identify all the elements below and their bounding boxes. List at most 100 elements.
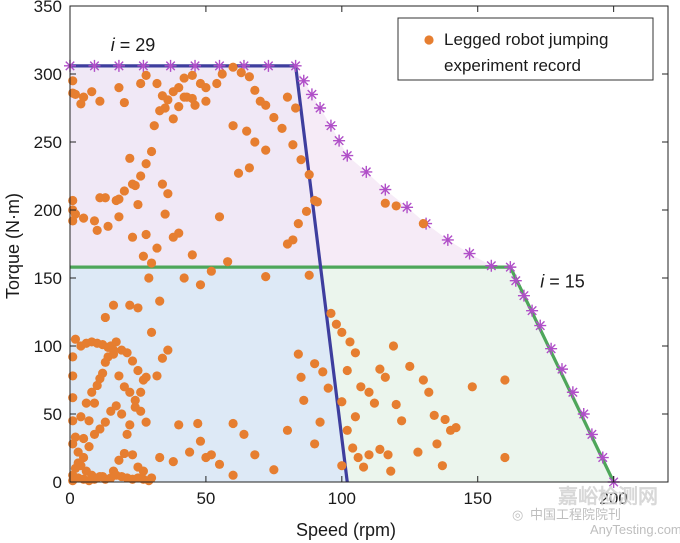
data-point-151 [87,387,97,397]
envelope-star-23 [504,261,517,274]
data-point-229 [467,382,477,392]
data-point-10 [141,70,151,80]
data-point-101 [146,327,157,337]
x-tick-label-100: 100 [328,489,356,508]
data-point-4 [87,87,97,97]
data-point-65 [89,216,100,226]
data-point-190 [174,420,184,430]
data-point-210 [386,466,396,476]
data-point-199 [296,372,306,382]
envelope-star-17 [379,183,392,196]
data-point-64 [95,193,105,203]
data-point-153 [98,368,108,378]
data-point-31 [282,92,293,102]
data-point-8 [119,97,129,108]
data-point-187 [138,466,148,476]
data-point-72 [103,221,113,231]
x-tick-label-0: 0 [65,489,74,508]
data-point-105 [152,371,162,381]
watermark-logo-icon: ◎ [512,507,523,522]
data-point-145 [127,356,138,366]
overlap-region [70,267,348,482]
data-point-247 [228,470,238,480]
data-point-227 [440,414,450,425]
data-point-150 [81,398,91,408]
data-point-228 [451,423,461,433]
data-point-43 [250,137,260,147]
data-point-180 [100,417,110,427]
envelope-star-29 [555,363,568,376]
data-point-225 [437,461,447,471]
data-point-212 [331,319,341,329]
data-point-27 [250,85,260,95]
data-point-236 [418,219,428,229]
data-point-239 [356,382,366,392]
data-point-217 [375,364,385,374]
scatter-points [68,62,510,486]
data-point-177 [84,442,94,452]
data-point-44 [261,145,271,155]
data-point-215 [350,348,361,358]
annotation-1: i = 15 [540,272,585,292]
legend-label-line2: experiment record [444,56,581,75]
data-point-242 [310,439,320,449]
envelope-star-10 [297,74,310,87]
envelope-star-12 [314,102,327,114]
envelope-star-3 [137,59,150,72]
envelope-star-15 [341,149,354,162]
data-point-26 [244,72,254,82]
y-tick-label-200: 200 [34,201,62,220]
data-point-42 [242,126,252,136]
data-point-86 [138,251,148,261]
data-point-191 [193,418,203,429]
envelope-star-13 [324,119,337,132]
data-point-107 [136,387,146,397]
watermark-url: AnyTesting.com [590,522,680,537]
legend-label-line1: Legged robot jumping [444,30,608,49]
data-point-38 [179,92,189,102]
data-point-214 [345,337,355,347]
data-point-156 [114,371,124,381]
data-point-83 [141,159,151,169]
data-point-188 [146,473,157,483]
envelope-star-28 [545,342,558,355]
x-axis-title: Speed (rpm) [296,520,396,540]
data-point-202 [323,383,333,393]
data-point-183 [117,409,127,419]
data-point-77 [152,243,162,253]
envelope-star-14 [333,134,346,147]
data-point-198 [250,450,260,460]
data-point-213 [337,327,347,337]
envelope-star-16 [360,165,373,178]
envelope-star-9 [289,59,302,72]
ratio-annotations: i = 29i = 15 [111,35,585,292]
data-point-6 [76,99,86,109]
data-point-173 [68,416,78,426]
data-point-29 [261,100,271,110]
data-point-9 [136,78,146,89]
annotation-value: = 29 [115,35,156,55]
data-point-76 [146,258,157,268]
y-tick-label-250: 250 [34,133,62,152]
data-point-245 [168,457,178,467]
data-point-220 [405,361,415,371]
data-point-207 [358,462,369,472]
data-point-84 [136,171,146,181]
data-point-62 [111,195,121,206]
data-point-15 [174,83,184,93]
data-point-21 [201,83,211,93]
data-point-47 [296,155,306,165]
data-point-197 [239,429,249,439]
data-point-89 [206,266,216,276]
data-point-218 [380,372,390,382]
envelope-markers [64,59,620,488]
data-point-176 [78,452,89,463]
envelope-star-24 [509,274,522,287]
data-point-224 [432,439,442,449]
data-point-161 [141,417,151,427]
envelope-star-7 [237,59,250,72]
data-point-70 [68,216,78,226]
data-point-85 [127,232,138,242]
data-point-249 [315,417,325,427]
